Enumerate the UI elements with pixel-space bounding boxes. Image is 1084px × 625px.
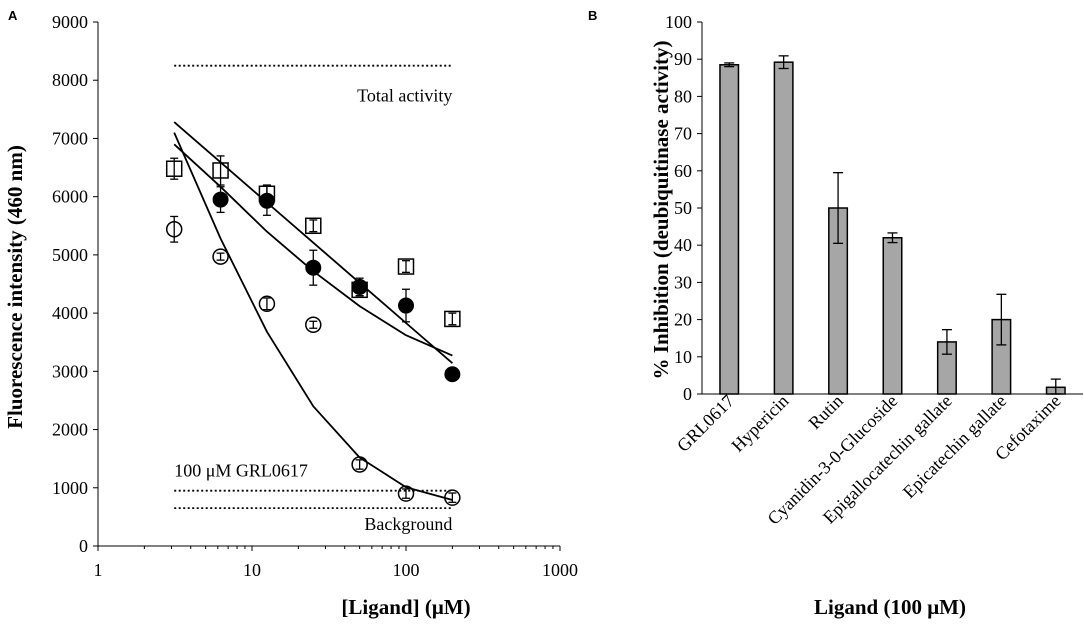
- panel-b-y-tick-label: 70: [674, 124, 692, 144]
- data-point-open-circles: [444, 489, 461, 506]
- panel-a-x-tick-label: 1000: [542, 560, 578, 580]
- bar: [882, 237, 903, 395]
- panel-b-y-title: % Inhibition (deubiquitinase activity): [649, 41, 673, 380]
- category-label: Hypericin: [727, 391, 792, 456]
- data-point-filled-circles: [258, 192, 275, 209]
- data-point-open-squares: [444, 310, 461, 328]
- data-point-open-circles: [305, 316, 322, 334]
- reference-label-total-activity: Total activity: [357, 86, 452, 106]
- bar: [719, 64, 740, 395]
- panel-a-y-tick-label: 6000: [52, 187, 88, 207]
- panel-a-x-title: [Ligand] (μM): [341, 595, 470, 619]
- panel-b: Ligand (100 μM) % Inhibition (deubiquiti…: [649, 12, 1083, 619]
- panel-b-y-tick-label: 90: [674, 49, 692, 69]
- panel-b-y-tick-label: 30: [674, 272, 692, 292]
- data-point-open-circles: [165, 221, 183, 238]
- panel-a-y-tick-label: 2000: [52, 420, 88, 440]
- reference-label-background: Background: [364, 514, 452, 534]
- data-point-open-circles: [212, 248, 229, 265]
- panel-b-y-tick-label: 20: [674, 310, 692, 330]
- panel-a-letter: A: [8, 8, 18, 23]
- panel-b-y-tick-label: 100: [665, 12, 692, 32]
- panel-a-y-tick-label: 8000: [52, 70, 88, 90]
- panel-a-y-tick-label: 3000: [52, 361, 88, 381]
- fit-curve-open-circles: [173, 132, 453, 501]
- data-point-filled-circles: [351, 278, 368, 295]
- data-point-open-circles: [258, 295, 276, 313]
- panel-b-y-tick-label: 60: [674, 161, 692, 181]
- data-point-filled-circles: [305, 259, 322, 276]
- bar: [773, 61, 794, 395]
- panel-a-y-title: Fluorescence intensity (460 nm): [3, 145, 27, 429]
- data-point-filled-circles: [212, 191, 229, 208]
- panel-a-y-tick-label: 0: [79, 536, 88, 556]
- panel-a: [Ligand] (μM) Fluorescence intensity (46…: [3, 12, 578, 619]
- panel-a-y-tick-label: 9000: [52, 12, 88, 32]
- panel-b-y-tick-label: 40: [674, 235, 692, 255]
- panel-a-x-tick-label: 100: [393, 560, 420, 580]
- data-point-open-squares: [397, 258, 415, 275]
- panel-b-y-tick-label: 10: [674, 347, 692, 367]
- reference-label-grl0617: 100 μM GRL0617: [174, 461, 308, 481]
- panel-a-y-tick-label: 1000: [52, 478, 88, 498]
- panel-a-y-tick-label: 5000: [52, 245, 88, 265]
- panel-b-letter: B: [588, 8, 597, 23]
- data-point-open-squares: [305, 217, 322, 235]
- panel-b-x-title: Ligand (100 μM): [814, 595, 966, 619]
- data-point-filled-circles: [398, 297, 414, 314]
- data-point-open-squares: [165, 160, 183, 177]
- data-point-open-squares: [212, 162, 229, 179]
- data-point-open-circles: [397, 485, 415, 502]
- panel-a-y-tick-label: 7000: [52, 128, 88, 148]
- panel-b-y-tick-label: 80: [674, 86, 692, 106]
- panel-b-y-tick-label: 0: [683, 384, 692, 404]
- panel-a-x-tick-label: 1: [94, 560, 103, 580]
- panel-a-y-tick-label: 4000: [52, 303, 88, 323]
- data-point-open-circles: [351, 456, 368, 473]
- category-label: Rutin: [804, 391, 846, 433]
- data-point-filled-circles: [444, 366, 461, 383]
- panel-a-x-tick-label: 10: [243, 560, 261, 580]
- panel-b-y-tick-label: 50: [674, 198, 692, 218]
